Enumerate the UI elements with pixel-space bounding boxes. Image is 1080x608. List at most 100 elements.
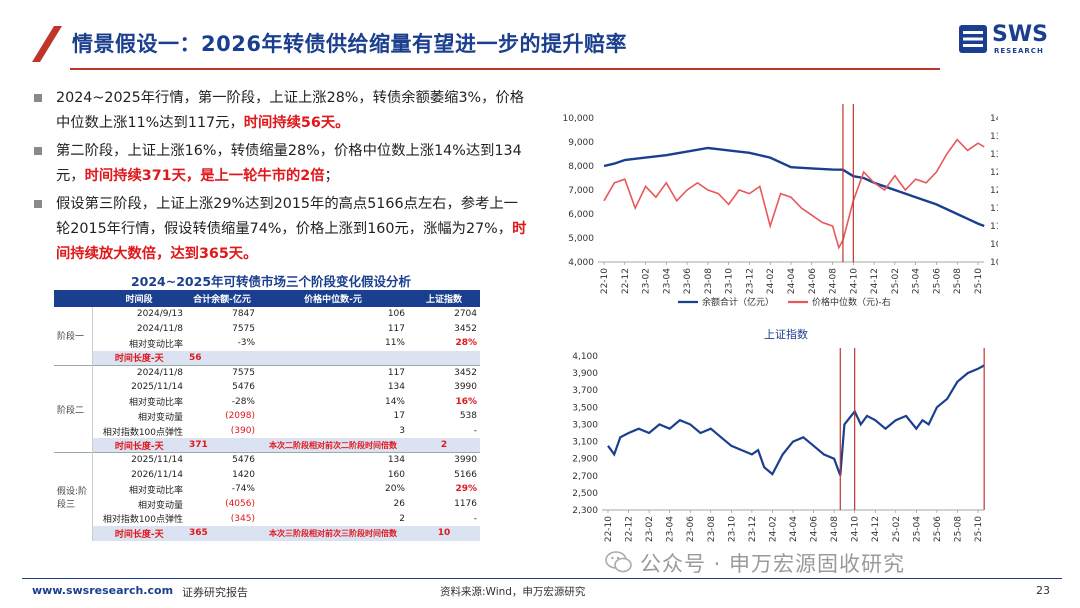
period-cell: 相对变动比率 (128, 339, 183, 350)
median-cell: 20% (384, 484, 405, 495)
title-underline (70, 68, 940, 70)
y-tick-label: 2,300 (572, 506, 598, 516)
y-left-tick-label: 9,000 (568, 138, 594, 148)
duration-row: 时间长度-天 371 本次二阶段相对前次二阶段时间倍数 2 (54, 438, 480, 453)
x-tick-label: 24-06 (808, 268, 818, 294)
y-right-tick-label: 125 (990, 168, 998, 178)
y-tick-label: 3,500 (572, 403, 598, 413)
footer-source: 资料来源:Wind，申万宏源研究 (440, 586, 586, 598)
x-tick-label: 22-10 (604, 516, 614, 542)
balance-price-chart-svg: 4,000 5,000 6,000 7,000 8,000 9,000 10,000 100 1… (563, 104, 1007, 308)
bullet-highlight-text: 时间持续56天。 (243, 115, 350, 131)
x-tick-label: 22-10 (600, 268, 610, 294)
balance-cell: (2098) (225, 411, 255, 422)
footer-divider (22, 578, 1062, 579)
duration-note: 本次三阶段相对前次三阶段时间倍数 (258, 525, 408, 541)
header-period: 时间段 (92, 290, 186, 307)
header-sse-index: 上证指数 (408, 290, 480, 307)
duration-value: 56 (186, 350, 258, 366)
table-header-row: 时间段 合计余额-亿元 价格中位数-元 上证指数 (54, 290, 480, 307)
x-tick-label: 23-02 (642, 268, 652, 294)
x-tick-label: 25-10 (974, 516, 984, 542)
watermark-text: 公众号 · 申万宏源固收研究 (640, 552, 906, 576)
bullet-item: 假设第三阶段，上证上涨29%达到2015年的高点5166点左右，参考上一轮201… (32, 192, 532, 267)
x-tick-label: 24-10 (851, 516, 861, 542)
y-tick-label: 4,100 (572, 352, 598, 362)
duration-label: 时间长度-天 (92, 525, 186, 541)
balance-cell: -3% (237, 338, 255, 349)
y-tick-label: 3,900 (572, 369, 598, 379)
x-tick-label: 23-04 (666, 516, 676, 542)
sws-logo: SWS RESEARCH (958, 22, 1058, 62)
x-tick-label: 24-02 (766, 268, 776, 294)
x-tick-label: 23-12 (745, 268, 755, 294)
table-row: 假设:阶段三 2025/11/14 5476 134 3990 (54, 452, 480, 541)
duration-ratio: 10 (408, 525, 480, 541)
x-tick-label: 24-08 (830, 516, 840, 542)
sse-index-series-line (607, 364, 985, 476)
bullet-list: 2024~2025年行情，第一阶段，上证上涨28%，转债余额萎缩3%，价格中位数… (32, 86, 532, 270)
sse-index-chart: 上证指数 2,300 2,500 2,700 2,900 3,100 3,300 3,500 3… (548, 326, 998, 552)
duration-ratio (408, 350, 480, 366)
x-tick-label: 25-08 (953, 268, 963, 294)
median-cell: 3 (399, 426, 405, 437)
period-cell: 2025/11/14 (92, 452, 186, 468)
x-tick-label: 25-04 (912, 268, 922, 294)
balance-cell: -74% (231, 484, 255, 495)
y-right-tick-label: 135 (990, 132, 998, 142)
y-right-tick-label: 120 (990, 186, 998, 196)
y-right-tick-label: 115 (990, 204, 998, 214)
duration-row: 时间长度-天 365 本次三阶段相对前次三阶段时间倍数 10 (54, 525, 480, 541)
footer-url-link[interactable]: www.swsresearch.com (32, 584, 174, 597)
bullet-square-icon (34, 200, 42, 208)
period-cell: 相对指数100点弹性 (102, 427, 183, 438)
period-cell: 2025/11/14 (131, 382, 183, 393)
header-stage (54, 290, 92, 307)
y-tick-label: 3,700 (572, 386, 598, 396)
wechat-icon (605, 551, 632, 573)
index-cell: 538 (459, 411, 477, 422)
header-median-price: 价格中位数-元 (258, 290, 408, 307)
duration-note (258, 350, 408, 366)
x-tick-label: 24-04 (787, 268, 797, 294)
bullet-square-icon (34, 94, 42, 102)
balance-series-line (603, 146, 985, 228)
median-cell: 14% (384, 396, 405, 407)
title-bar: 情景假设一：2026年转债供给缩量有望进一步的提升赔率 (0, 18, 1080, 70)
duration-label: 时间长度-天 (92, 350, 186, 366)
balance-cell: 5476 (232, 382, 255, 393)
median-cell: 160 (387, 469, 405, 480)
x-tick-label: 24-08 (829, 268, 839, 294)
x-tick-label: 23-06 (683, 268, 693, 294)
balance-cell: 7575 (232, 323, 255, 334)
y-tick-label: 2,900 (572, 455, 598, 465)
period-cell: 相对变动量 (137, 500, 183, 511)
balance-price-chart: 4,000 5,000 6,000 7,000 8,000 9,000 10,000 100 1… (548, 104, 1007, 323)
x-tick-label: 25-06 (932, 268, 942, 294)
y-left-tick-label: 7,000 (568, 186, 594, 196)
index-cell: 2704 (454, 309, 477, 320)
x-tick-label: 23-02 (645, 516, 655, 542)
y-left-tick-label: 6,000 (568, 210, 594, 220)
table-row: 相对变动量 (4056) 26 1176 (54, 497, 480, 512)
stage-label: 假设:阶段三 (54, 452, 93, 541)
x-tick-label: 24-12 (871, 516, 881, 542)
median-cell: 134 (258, 452, 408, 468)
x-tick-label: 23-08 (704, 268, 714, 294)
period-cell: 相对变动比率 (128, 398, 183, 409)
table-row: 2024/11/8 7575 117 3452 (54, 322, 480, 337)
x-tick-label: 25-04 (912, 516, 922, 542)
duration-value: 371 (186, 438, 258, 453)
duration-note: 本次二阶段相对前次二阶段时间倍数 (258, 438, 408, 453)
y-tick-label: 2,500 (572, 489, 598, 499)
x-tick-label: 23-10 (725, 268, 735, 294)
index-cell: - (473, 426, 477, 437)
x-tick-label: 25-06 (933, 516, 943, 542)
index-cell: - (473, 513, 477, 524)
x-tick-label: 25-08 (953, 516, 963, 542)
x-tick-label: 23-04 (662, 268, 672, 294)
balance-cell: 1420 (232, 469, 255, 480)
table-row: 相对变动比率 -3% 11% 28% (54, 336, 480, 351)
stage-label: 阶段二 (54, 364, 93, 453)
x-tick-label: 23-10 (727, 516, 737, 542)
